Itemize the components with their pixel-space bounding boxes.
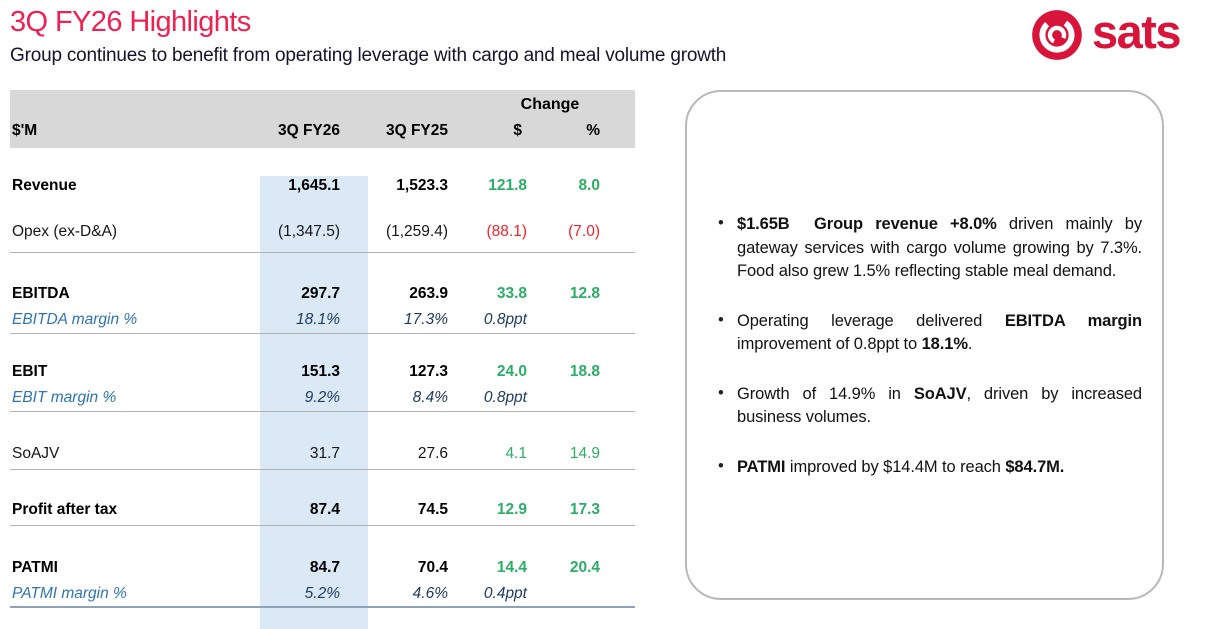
table-row: SoAJV 31.7 27.6 4.1 14.9 bbox=[10, 444, 635, 470]
cell-spacer bbox=[600, 584, 635, 604]
financial-results-table: Change $'M 3Q FY26 3Q FY25 $ % Revenue 1,… bbox=[10, 90, 635, 629]
cell-metric-label: EBIT bbox=[12, 363, 48, 380]
cell-change-pct: 18.8 bbox=[569, 363, 600, 380]
cell-q26: 9.2% bbox=[304, 389, 340, 406]
table-header-row: $'M 3Q FY26 3Q FY25 $ % bbox=[10, 121, 635, 141]
cell-spacer bbox=[600, 500, 635, 520]
highlights-panel: $1.65B Group revenue +8.0% driven mainly… bbox=[685, 90, 1164, 600]
cell-q25: 70.4 bbox=[417, 559, 448, 576]
table-row: EBIT margin % 9.2% 8.4% 0.8ppt bbox=[10, 388, 635, 412]
header-change-dollar: $ bbox=[513, 122, 522, 139]
cell-change-dollar: 4.1 bbox=[505, 445, 527, 462]
cell-metric-label: Revenue bbox=[12, 177, 77, 194]
sats-wordmark: sats bbox=[1092, 4, 1182, 58]
table-row: PATMI 84.7 70.4 14.4 20.4 bbox=[10, 558, 635, 578]
table-row: Profit after tax 87.4 74.5 12.9 17.3 bbox=[10, 500, 635, 526]
cell-change-pct: 8.0 bbox=[578, 177, 600, 194]
table-row: EBITDA margin % 18.1% 17.3% 0.8ppt bbox=[10, 310, 635, 334]
cell-spacer bbox=[600, 310, 635, 330]
cell-metric-label: SoAJV bbox=[12, 445, 60, 462]
page-subtitle: Group continues to benefit from operatin… bbox=[10, 45, 727, 66]
table-body: Revenue 1,645.1 1,523.3 121.8 8.0 Opex (ex-D&… bbox=[10, 176, 635, 629]
cell-change-pct: 12.8 bbox=[569, 285, 600, 302]
cell-q26: 1,645.1 bbox=[288, 177, 340, 194]
cell-change-pct bbox=[527, 584, 600, 604]
sats-swirl-icon bbox=[1032, 10, 1082, 60]
cell-q25: 8.4% bbox=[412, 389, 448, 406]
cell-spacer bbox=[600, 222, 635, 242]
table-row: Opex (ex-D&A) (1,347.5) (1,259.4) (88.1) (7.… bbox=[10, 222, 635, 253]
cell-q26: (1,347.5) bbox=[277, 223, 340, 240]
cell-change-pct: (7.0) bbox=[568, 223, 600, 240]
cell-q26: 18.1% bbox=[296, 311, 340, 328]
table-header: Change $'M 3Q FY26 3Q FY25 $ % bbox=[10, 90, 635, 148]
cell-q26: 87.4 bbox=[309, 501, 340, 518]
page-title: 3Q FY26 Highlights bbox=[10, 6, 251, 38]
table-row: PATMI margin % 5.2% 4.6% 0.4ppt bbox=[10, 584, 635, 608]
header-spacer bbox=[600, 121, 635, 141]
cell-metric-label: PATMI bbox=[12, 559, 58, 576]
cell-change-pct bbox=[527, 310, 600, 330]
cell-q26: 84.7 bbox=[309, 559, 340, 576]
cell-change-dollar: 0.8ppt bbox=[483, 311, 527, 328]
cell-change-dollar: 12.9 bbox=[496, 501, 527, 518]
cell-q26: 151.3 bbox=[301, 363, 340, 380]
highlight-bullet: PATMI improved by $14.4M to reach $84.7M… bbox=[714, 455, 1142, 480]
cell-change-pct bbox=[527, 388, 600, 408]
cell-q25: 127.3 bbox=[409, 363, 448, 380]
cell-change-dollar: 121.8 bbox=[488, 177, 527, 194]
cell-metric-label: Profit after tax bbox=[12, 501, 118, 518]
cell-q25: 17.3% bbox=[404, 311, 448, 328]
cell-metric-label: PATMI margin % bbox=[12, 585, 127, 602]
cell-change-dollar: 33.8 bbox=[496, 285, 527, 302]
cell-spacer bbox=[600, 284, 635, 304]
highlight-bullet: $1.65B Group revenue +8.0% driven mainly… bbox=[714, 212, 1142, 284]
highlight-bullet: Growth of 14.9% in SoAJV, driven by incr… bbox=[714, 382, 1142, 430]
cell-q25: (1,259.4) bbox=[385, 223, 448, 240]
cell-spacer bbox=[600, 444, 635, 464]
cell-q26: 297.7 bbox=[301, 285, 340, 302]
sats-logo: sats bbox=[1030, 4, 1182, 62]
change-column-group-header: Change bbox=[520, 96, 580, 113]
cell-q25: 263.9 bbox=[409, 285, 448, 302]
cell-spacer bbox=[600, 558, 635, 578]
cell-change-dollar: 0.4ppt bbox=[483, 585, 527, 602]
cell-change-dollar: 24.0 bbox=[496, 363, 527, 380]
cell-q25: 4.6% bbox=[412, 585, 448, 602]
header-change-pct: % bbox=[586, 122, 600, 139]
cell-metric-label: EBITDA margin % bbox=[12, 311, 138, 328]
cell-change-dollar: 14.4 bbox=[496, 559, 527, 576]
cell-q26: 31.7 bbox=[309, 445, 340, 462]
cell-metric-label: Opex (ex-D&A) bbox=[12, 223, 118, 240]
cell-q25: 27.6 bbox=[417, 445, 448, 462]
cell-change-pct: 17.3 bbox=[569, 501, 600, 518]
table-row: EBIT 151.3 127.3 24.0 18.8 bbox=[10, 362, 635, 382]
cell-change-dollar: 0.8ppt bbox=[483, 389, 527, 406]
cell-change-pct: 20.4 bbox=[569, 559, 600, 576]
cell-change-pct: 14.9 bbox=[569, 445, 600, 462]
cell-spacer bbox=[600, 176, 635, 196]
cell-change-dollar: (88.1) bbox=[486, 223, 528, 240]
cell-q26: 5.2% bbox=[304, 585, 340, 602]
cell-metric-label: EBIT margin % bbox=[12, 389, 117, 406]
header-q26: 3Q FY26 bbox=[277, 122, 340, 139]
highlights-list: $1.65B Group revenue +8.0% driven mainly… bbox=[714, 212, 1142, 480]
cell-spacer bbox=[600, 388, 635, 408]
header-currency-label: $'M bbox=[12, 122, 38, 139]
current-quarter-highlight bbox=[260, 176, 368, 629]
table-row: EBITDA 297.7 263.9 33.8 12.8 bbox=[10, 284, 635, 304]
cell-metric-label: EBITDA bbox=[12, 285, 70, 302]
cell-q25: 1,523.3 bbox=[396, 177, 448, 194]
header-q25: 3Q FY25 bbox=[385, 122, 448, 139]
cell-q25: 74.5 bbox=[417, 501, 448, 518]
highlight-bullet: Operating leverage delivered EBITDA marg… bbox=[714, 309, 1142, 357]
table-row: Revenue 1,645.1 1,523.3 121.8 8.0 bbox=[10, 176, 635, 196]
cell-spacer bbox=[600, 362, 635, 382]
